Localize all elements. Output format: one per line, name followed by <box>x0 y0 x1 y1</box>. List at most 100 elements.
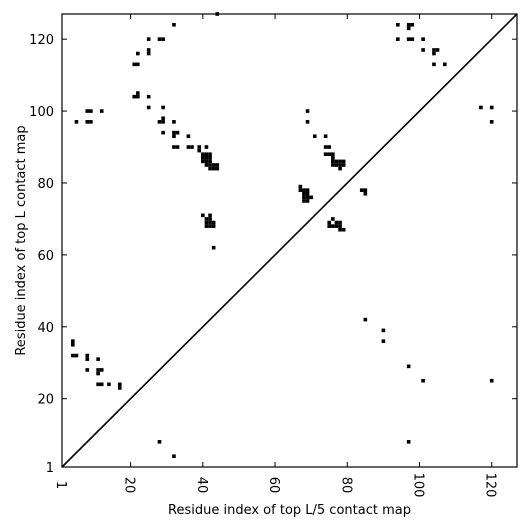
contact-point <box>71 342 75 347</box>
contact-point <box>432 62 436 67</box>
contact-point <box>363 191 368 196</box>
contact-point <box>204 159 209 164</box>
y-axis-label: Residue index of top L contact map <box>14 125 29 355</box>
contact-point <box>190 145 194 149</box>
contact-point <box>479 105 483 110</box>
contact-point <box>331 224 335 228</box>
contact-point <box>341 159 346 164</box>
contact-point <box>489 105 494 110</box>
y-tick-label: 120 <box>29 33 54 48</box>
contact-point <box>334 220 339 225</box>
contact-point <box>186 145 191 149</box>
contact-point <box>204 152 209 157</box>
x-tick-label: 60 <box>266 477 281 494</box>
contact-point <box>74 353 79 358</box>
contact-point <box>421 48 425 52</box>
contact-point <box>201 152 205 157</box>
contact-point <box>99 109 104 113</box>
contact-point <box>338 159 342 164</box>
contact-point <box>208 213 212 218</box>
contact-point <box>85 120 90 124</box>
x-axis-label: Residue index of top L/5 contact map <box>168 503 411 518</box>
contact-point <box>157 440 162 444</box>
contact-point <box>334 159 339 164</box>
contact-point <box>302 195 306 200</box>
contact-point <box>309 195 313 200</box>
contact-point <box>74 120 79 124</box>
contact-point <box>298 184 303 189</box>
contact-point <box>204 163 209 167</box>
contact-point <box>204 217 209 221</box>
contact-point <box>208 166 212 171</box>
contact-point <box>96 382 100 387</box>
contact-point <box>89 120 93 124</box>
y-tick-label: 80 <box>37 177 54 192</box>
contact-point <box>172 145 176 149</box>
contact-point <box>334 163 339 167</box>
x-tick-label: 1 <box>53 481 68 489</box>
contact-point <box>208 159 212 164</box>
contact-point <box>331 152 335 157</box>
contact-point <box>363 188 368 192</box>
contact-point <box>146 51 151 56</box>
contact-point <box>334 224 339 228</box>
contact-point <box>186 134 191 139</box>
contact-point <box>71 353 75 358</box>
contact-point <box>215 166 220 171</box>
contact-point <box>305 191 310 196</box>
contact-point <box>157 120 162 124</box>
contact-point <box>302 191 306 196</box>
contact-point <box>327 152 332 157</box>
contact-point <box>136 51 140 56</box>
contact-point <box>489 378 494 383</box>
x-tick-label: 120 <box>483 473 498 498</box>
contact-point <box>99 368 104 372</box>
y-tick-label: 60 <box>37 249 54 264</box>
contact-point <box>359 188 364 192</box>
contact-point <box>96 357 100 361</box>
contact-point <box>331 159 335 164</box>
contact-point <box>136 91 140 95</box>
contact-point <box>146 105 151 110</box>
contact-point <box>161 37 165 41</box>
contact-point <box>489 120 494 124</box>
contact-point <box>435 48 440 52</box>
contact-point <box>204 224 209 228</box>
contact-point <box>421 378 425 383</box>
contact-point <box>341 227 346 232</box>
contact-point <box>204 220 209 225</box>
contact-point <box>312 134 317 139</box>
contact-point <box>161 105 165 110</box>
contact-point <box>172 130 176 135</box>
contact-point <box>85 357 90 361</box>
contact-point <box>132 94 137 99</box>
contact-point <box>197 148 202 153</box>
contact-point <box>298 188 303 192</box>
contact-point <box>338 163 342 167</box>
contact-point <box>201 213 205 218</box>
contact-point <box>197 145 202 149</box>
contact-point <box>305 109 310 113</box>
contact-point <box>161 130 165 135</box>
contact-point <box>327 220 332 225</box>
contact-point <box>96 368 100 372</box>
contact-point <box>323 134 328 139</box>
contact-point <box>211 166 216 171</box>
contact-point <box>157 37 162 41</box>
contact-point <box>132 62 137 67</box>
contact-point <box>331 156 335 160</box>
contact-point <box>85 353 90 358</box>
contact-point <box>211 245 216 250</box>
contact-point <box>305 199 310 203</box>
contact-point <box>338 166 342 171</box>
contact-point <box>208 224 212 228</box>
x-tick-label: 100 <box>411 473 426 498</box>
contact-point <box>432 51 436 56</box>
contact-point <box>99 382 104 387</box>
contact-point <box>172 454 176 459</box>
contact-point <box>396 22 400 27</box>
contact-point <box>89 109 93 113</box>
contact-point <box>208 156 212 160</box>
